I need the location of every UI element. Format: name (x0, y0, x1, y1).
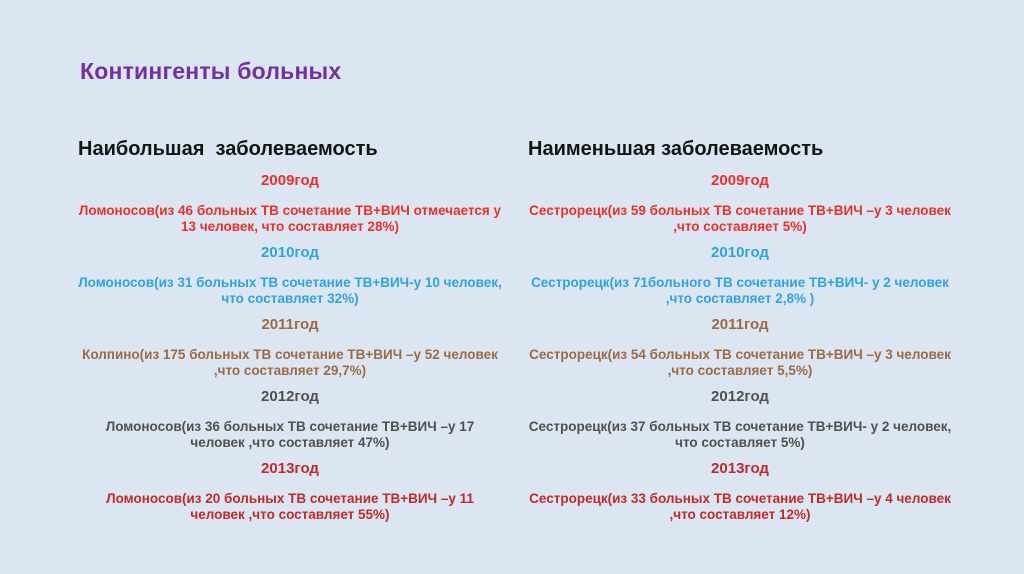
year-label: 2013год (261, 460, 319, 477)
year-label: 2012год (711, 388, 769, 405)
year-entry-2009: 2009год Сестрорецк(из 59 больных ТВ соче… (528, 173, 952, 235)
year-label: 2009год (711, 172, 769, 189)
entry-text: Сестрорецк(из 59 больных ТВ сочетание ТВ… (529, 203, 951, 234)
entry-text: Сестрорецк(из 37 больных ТВ сочетание ТВ… (528, 419, 952, 450)
year-label: 2009год (261, 172, 319, 189)
year-label: 2012год (261, 388, 319, 405)
year-entry-2012: 2012год Ломоносов(из 36 больных ТВ сочет… (78, 389, 502, 451)
year-label: 2010год (261, 244, 319, 261)
column-heading-highest: Наибольшая заболеваемость (78, 138, 378, 160)
year-entry-2011: 2011год Сестрорецк(из 54 больных ТВ соче… (528, 317, 952, 379)
column-heading-lowest: Наименьшая заболеваемость (528, 138, 824, 160)
entry-text: Ломоносов(из 46 больных ТВ сочетание ТВ+… (78, 203, 502, 234)
year-label: 2010год (711, 244, 769, 261)
year-label: 2011год (261, 316, 319, 333)
year-entry-2010: 2010год Ломоносов(из 31 больных ТВ сочет… (78, 245, 502, 307)
slide-title: Контингенты больных (80, 58, 342, 84)
year-entry-2009: 2009год Ломоносов(из 46 больных ТВ сочет… (78, 173, 502, 235)
columns-container: Наибольшая заболеваемость 2009год Ломоно… (78, 138, 952, 533)
entry-text: Ломоносов(из 36 больных ТВ сочетание ТВ+… (105, 419, 475, 450)
year-entry-2010: 2010год Сестрорецк(из 71больного ТВ соче… (528, 245, 952, 307)
year-entry-2013: 2013год Сестрорецк(из 33 больных ТВ соче… (528, 461, 952, 523)
entry-text: Ломоносов(из 20 больных ТВ сочетание ТВ+… (106, 491, 474, 522)
year-entry-2011: 2011год Колпино(из 175 больных ТВ сочета… (78, 317, 502, 379)
entry-text: Ломоносов(из 31 больных ТВ сочетание ТВ+… (78, 275, 502, 306)
column-lowest-incidence: Наименьшая заболеваемость 2009год Сестро… (528, 138, 952, 533)
entry-text: Сестрорецк(из 54 больных ТВ сочетание ТВ… (529, 347, 951, 378)
year-entry-2013: 2013год Ломоносов(из 20 больных ТВ сочет… (78, 461, 502, 523)
year-entry-2012: 2012год Сестрорецк(из 37 больных ТВ соче… (528, 389, 952, 451)
entry-text: Сестрорецк(из 71больного ТВ сочетание ТВ… (531, 275, 949, 306)
entry-text: Сестрорецк(из 33 больных ТВ сочетание ТВ… (529, 491, 951, 522)
entry-text: Колпино(из 175 больных ТВ сочетание ТВ+В… (82, 347, 498, 378)
column-highest-incidence: Наибольшая заболеваемость 2009год Ломоно… (78, 138, 502, 533)
year-label: 2011год (711, 316, 769, 333)
year-label: 2013год (711, 460, 769, 477)
